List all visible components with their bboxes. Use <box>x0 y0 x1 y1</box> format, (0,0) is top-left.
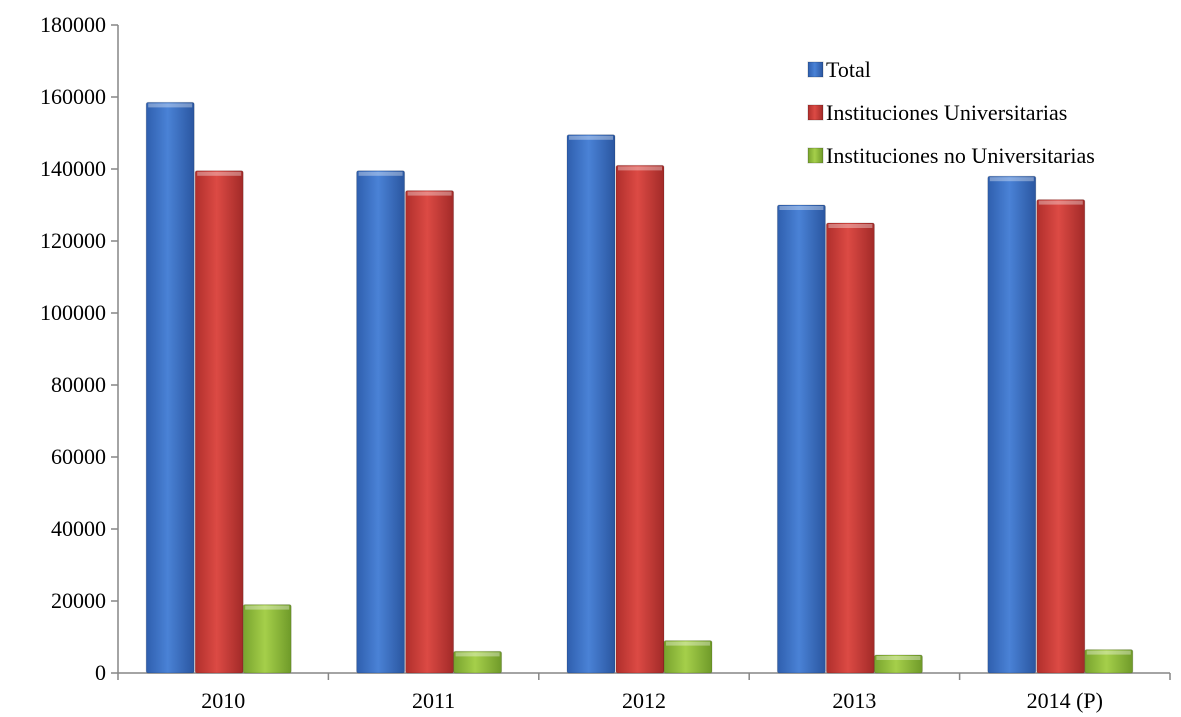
bar-instituciones-universitarias-2012 <box>616 165 664 673</box>
y-tick-label: 20000 <box>51 588 106 613</box>
bar-highlight <box>666 642 710 646</box>
bar-instituciones-universitarias-2013 <box>826 223 874 673</box>
bars <box>146 102 1133 673</box>
bar-highlight <box>245 606 289 610</box>
bar-highlight <box>456 652 500 656</box>
bar-highlight <box>1087 651 1131 655</box>
legend-label: Total <box>826 57 871 82</box>
bar-highlight <box>197 172 241 176</box>
x-tick-label: 2011 <box>412 688 455 713</box>
x-tick-labels: 2010 2011 2012 2013 2014 (P) <box>201 688 1103 713</box>
bar-instituciones-universitarias-2010 <box>195 171 243 673</box>
bar-highlight <box>569 136 613 140</box>
x-tick-label: 2012 <box>622 688 666 713</box>
bar-total-2014-p- <box>988 176 1036 673</box>
y-tick-labels: 0 20000 40000 60000 80000 100000 120000 140000 1… <box>40 12 106 685</box>
bar-highlight <box>618 166 662 170</box>
legend-swatch <box>808 62 823 77</box>
y-tick-label: 100000 <box>40 300 106 325</box>
y-tick-label: 80000 <box>51 372 106 397</box>
legend-label: Instituciones Universitarias <box>826 100 1067 125</box>
legend-label: Instituciones no Universitarias <box>826 143 1095 168</box>
legend-swatch <box>808 105 823 120</box>
bar-highlight <box>408 192 452 196</box>
bar-instituciones-universitarias-2011 <box>406 191 454 673</box>
bar-instituciones-no-universitarias-2010 <box>243 605 291 673</box>
bar-total-2013 <box>777 205 825 673</box>
x-tick-label: 2010 <box>201 688 245 713</box>
bar-highlight <box>828 224 872 228</box>
x-tick-label: 2014 (P) <box>1027 688 1103 713</box>
bar-instituciones-universitarias-2014-p- <box>1037 200 1085 673</box>
y-tick-label: 160000 <box>40 84 106 109</box>
y-tick-label: 120000 <box>40 228 106 253</box>
legend: Total Instituciones Universitarias Institu… <box>808 57 1095 168</box>
y-tick-label: 60000 <box>51 444 106 469</box>
bar-total-2011 <box>357 171 405 673</box>
x-tick-label: 2013 <box>832 688 876 713</box>
bar-total-2012 <box>567 135 615 673</box>
bar-highlight <box>1039 201 1083 205</box>
bar-highlight <box>990 177 1034 181</box>
bar-highlight <box>359 172 403 176</box>
y-tick-label: 40000 <box>51 516 106 541</box>
y-tick-label: 0 <box>95 660 106 685</box>
bar-total-2010 <box>146 102 194 673</box>
bar-highlight <box>876 656 920 660</box>
y-tick-label: 180000 <box>40 12 106 37</box>
bar-highlight <box>779 206 823 210</box>
legend-swatch <box>808 148 823 163</box>
bar-highlight <box>148 103 192 107</box>
y-tick-label: 140000 <box>40 156 106 181</box>
